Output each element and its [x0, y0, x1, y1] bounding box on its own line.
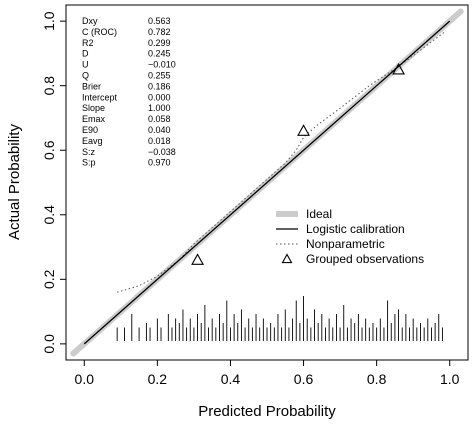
- x-tick-label: 0.8: [367, 371, 387, 387]
- stat-value: 0.186: [148, 81, 171, 91]
- stat-value: −0.038: [148, 147, 176, 157]
- grouped-observation-point: [392, 62, 405, 75]
- stat-label: R2: [82, 38, 94, 48]
- y-tick-label: 0.2: [41, 269, 57, 289]
- legend-label: Grouped observations: [306, 252, 424, 266]
- x-tick-label: 0.6: [294, 371, 314, 387]
- stat-value: 0.563: [148, 16, 171, 26]
- x-axis: 0.0 0.2 0.4 0.6 0.8 1.0: [75, 360, 460, 387]
- grouped-observation-point: [191, 253, 204, 265]
- stat-label: Q: [82, 71, 89, 81]
- statistics-table: Dxy 0.563 C (ROC) 0.782 R2 0.299 D 0.245 U −0.010…: [82, 16, 176, 168]
- legend-label: Ideal: [306, 207, 332, 221]
- logistic-calibration-line: [83, 20, 451, 345]
- x-tick-label: 0.0: [75, 371, 95, 387]
- stat-value: 0.255: [148, 71, 171, 81]
- stat-value: 1.000: [148, 103, 171, 113]
- stat-label: Eavg: [82, 136, 103, 146]
- legend-label: Logistic calibration: [306, 222, 405, 236]
- stat-label: S:p: [82, 158, 96, 168]
- stat-value: 0.299: [148, 38, 171, 48]
- stat-value: 0.245: [148, 49, 171, 59]
- y-tick-label: 1.0: [41, 11, 57, 31]
- stat-label: Slope: [82, 103, 105, 113]
- legend-label: Nonparametric: [306, 237, 385, 251]
- y-axis: 0.0 0.2 0.4 0.6 0.8 1.0: [41, 11, 66, 354]
- stat-label: Emax: [82, 114, 106, 124]
- y-tick-label: 0.0: [41, 334, 57, 354]
- stat-label: Intercept: [82, 92, 118, 102]
- stat-value: 0.970: [148, 158, 171, 168]
- plot-frame: [65, 4, 469, 361]
- stat-label: U: [82, 60, 89, 70]
- x-tick-label: 0.4: [221, 371, 241, 387]
- y-tick-label: 0.4: [41, 205, 57, 225]
- series-layer: [70, 8, 464, 357]
- stat-value: 0.040: [148, 125, 171, 135]
- grouped-observation-point: [297, 124, 310, 136]
- stat-label: S:z: [82, 147, 96, 157]
- y-tick-label: 0.8: [41, 76, 57, 96]
- legend-triangle-swatch: [281, 253, 293, 264]
- x-tick-label: 1.0: [440, 371, 460, 387]
- stat-value: −0.010: [148, 60, 176, 70]
- stat-value: 0.058: [148, 114, 171, 124]
- stat-label: Brier: [82, 81, 101, 91]
- stat-label: C (ROC): [82, 27, 117, 37]
- y-tick-label: 0.6: [41, 140, 57, 160]
- y-axis-title: Actual Probability: [6, 124, 23, 240]
- x-tick-label: 0.2: [148, 371, 168, 387]
- x-axis-title: Predicted Probability: [198, 403, 336, 420]
- stat-label: D: [82, 49, 89, 59]
- rug-layer: [116, 296, 443, 341]
- stat-label: E90: [82, 125, 98, 135]
- stat-label: Dxy: [82, 16, 98, 26]
- stat-value: 0.018: [148, 136, 171, 146]
- stat-value: 0.782: [148, 27, 171, 37]
- stat-value: 0.000: [148, 92, 171, 102]
